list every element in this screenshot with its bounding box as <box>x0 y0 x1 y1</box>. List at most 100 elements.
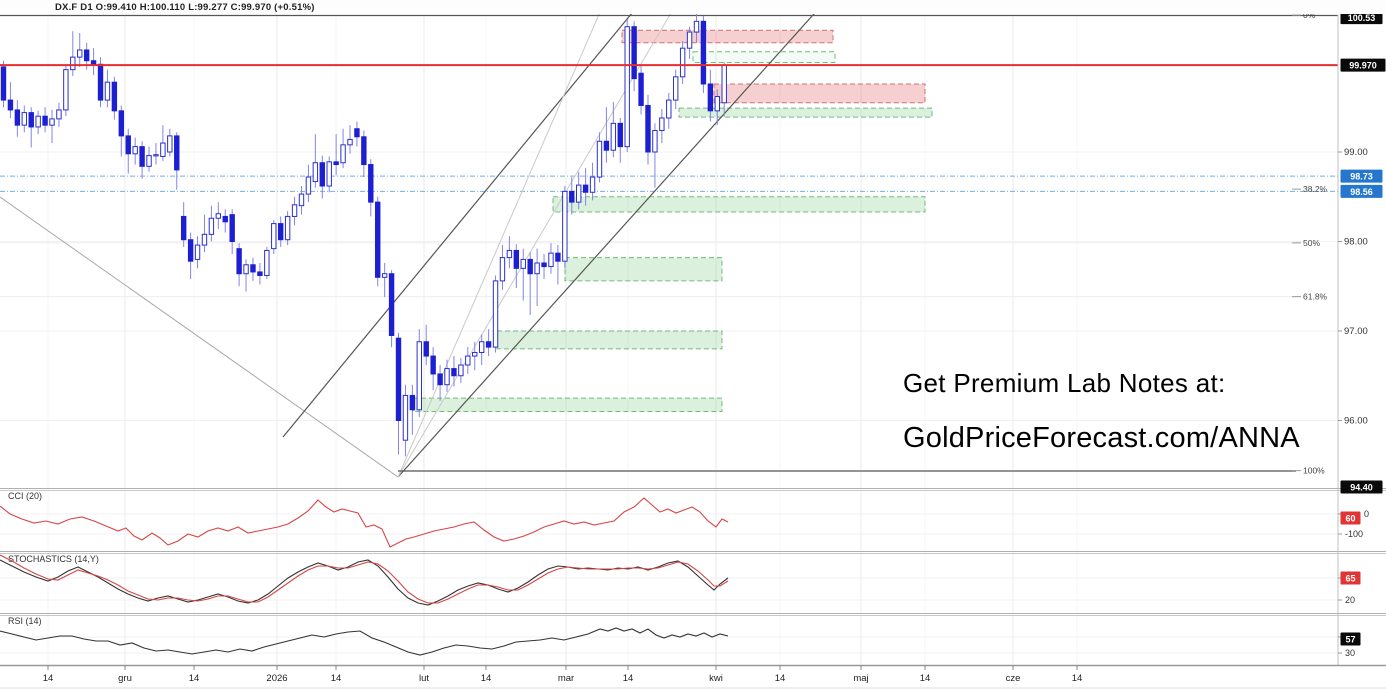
candle-up <box>624 26 630 148</box>
candle-up <box>472 351 478 357</box>
time-tick-label: 14 <box>189 673 200 684</box>
candle-down <box>222 215 228 223</box>
indicator-tick-label: -100 <box>1345 529 1363 539</box>
candle-down <box>375 201 381 278</box>
indicator-title: STOCHASTICS (14,Y) <box>8 554 99 564</box>
candle-up <box>693 20 700 33</box>
time-tick-label: 14 <box>920 673 931 684</box>
price-axis[interactable]: 99.0098.0097.0096.00101.30100.5399.97098… <box>1338 0 1386 494</box>
price-badge-box <box>1340 169 1383 183</box>
candle-up <box>153 154 159 157</box>
candle-down <box>409 394 416 411</box>
candle-up <box>63 69 69 111</box>
candle-down <box>42 115 48 126</box>
candle-up <box>506 249 513 259</box>
candle-down <box>582 184 589 193</box>
support-zone[interactable] <box>564 257 723 282</box>
candle-down <box>430 355 436 375</box>
price-badge: 100.53 <box>1340 11 1383 25</box>
candle-up <box>70 56 76 71</box>
trendline[interactable] <box>397 0 830 478</box>
time-tick-label: 14 <box>775 673 786 684</box>
price-badge-label: 99.970 <box>1349 61 1377 71</box>
candle-up <box>652 130 658 153</box>
candle-down <box>437 373 443 386</box>
indicator-panel[interactable]: RSI (14)503057 <box>0 616 1361 658</box>
indicator-value-badge: 60 <box>1340 511 1361 525</box>
symbol-ohlc-title: DX.F D1 O:99.410 H:100.110 L:99.277 C:99… <box>55 2 315 13</box>
candle-down <box>395 337 402 421</box>
indicator-panel[interactable]: STOCHASTICS (14,Y)802065 <box>0 554 1361 606</box>
candle-up <box>201 233 208 246</box>
candle-up <box>298 193 305 207</box>
time-axis[interactable]: 14 gru 14 2026 14 lut 14 mar 14 kwi 14 maj 14 cze 14 <box>43 665 1083 684</box>
fibonacci-labels: 0% 38.2% 50% 61.8% 100% <box>1292 10 1328 476</box>
candle-down <box>187 239 194 262</box>
support-zone[interactable] <box>552 196 926 213</box>
indicator-tick-label: 30 <box>1345 648 1355 658</box>
indicator-tick-label: 0 <box>1364 509 1369 519</box>
price-badge: 98.73 <box>1340 169 1383 183</box>
trendline[interactable] <box>282 0 646 438</box>
trendline[interactable] <box>397 0 607 478</box>
candle-down <box>707 83 714 112</box>
candle-up <box>271 223 277 250</box>
candle-up <box>208 217 215 235</box>
candle-up <box>326 161 332 187</box>
candle-down <box>90 60 97 65</box>
candle-up <box>284 215 291 241</box>
price-tick-label: 97.00 <box>1344 326 1368 337</box>
candle-up <box>35 115 41 128</box>
candle-up <box>534 262 540 275</box>
time-tick-label: kwi <box>709 673 723 684</box>
indicator-badge-label: 57 <box>1345 635 1355 645</box>
fib-label: 61.8% <box>1303 292 1328 302</box>
support-zone[interactable] <box>692 51 836 63</box>
candle-up <box>194 244 201 260</box>
indicator-badge-label: 60 <box>1345 514 1355 524</box>
price-badge: 99.970 <box>1340 58 1386 72</box>
candle-up <box>465 355 471 366</box>
candle-up <box>21 112 27 126</box>
candle-up <box>548 252 554 268</box>
candle-up <box>721 64 727 104</box>
fib-label: 38.2% <box>1303 184 1328 194</box>
time-tick-label: 14 <box>481 673 492 684</box>
candle-up <box>56 109 62 120</box>
candle-up <box>686 31 693 49</box>
indicator-panel[interactable]: CCI (20) 0-100 60 <box>0 491 1369 548</box>
time-tick-label: 14 <box>43 673 54 684</box>
candle-up <box>610 122 617 151</box>
candle-down <box>700 20 707 85</box>
indicator-value-badge: 57 <box>1340 632 1361 646</box>
resistance-zone[interactable] <box>621 29 834 44</box>
candle-down <box>645 104 651 153</box>
price-badge-label: 98.73 <box>1350 172 1373 182</box>
candle-up <box>49 118 55 126</box>
candle-down <box>83 49 90 62</box>
time-tick-label: cze <box>1006 673 1021 684</box>
resistance-zone[interactable] <box>713 83 926 104</box>
support-zone[interactable] <box>678 107 933 118</box>
trendline[interactable] <box>0 196 399 478</box>
candle-up <box>312 162 319 183</box>
price-badge: 94.40 <box>1340 480 1383 494</box>
chart-title-bar: DX.F D1 O:99.410 H:100.110 L:99.277 C:99… <box>0 0 1386 14</box>
candle-up <box>77 49 83 58</box>
candle-up <box>478 341 485 353</box>
time-tick-label: lut <box>419 673 429 684</box>
support-zone[interactable] <box>412 397 723 413</box>
support-zone[interactable] <box>496 330 723 350</box>
candle-down <box>28 112 34 128</box>
trendlines <box>0 0 1338 478</box>
candle-up <box>305 176 312 195</box>
candle-down <box>7 99 14 111</box>
time-tick-label: 2026 <box>266 673 287 684</box>
candle-up <box>562 190 568 262</box>
price-badge-label: 94.40 <box>1350 483 1373 493</box>
candle-down <box>125 135 131 155</box>
candle-up <box>499 257 506 282</box>
candle-down <box>97 63 104 101</box>
